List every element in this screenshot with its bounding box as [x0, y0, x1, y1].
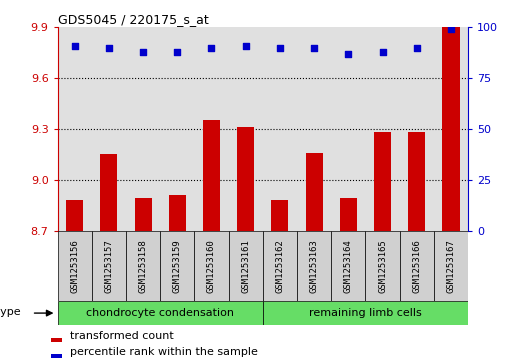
- Point: [242, 42, 250, 48]
- Text: GSM1253162: GSM1253162: [276, 239, 285, 293]
- Point: [413, 45, 421, 50]
- Text: GSM1253164: GSM1253164: [344, 239, 353, 293]
- Bar: [263, 301, 468, 325]
- Text: cell type: cell type: [0, 307, 20, 317]
- Bar: [66, 200, 83, 231]
- Bar: [400, 231, 434, 301]
- Text: GSM1253166: GSM1253166: [412, 239, 421, 293]
- Bar: [134, 198, 152, 231]
- Bar: [340, 198, 357, 231]
- Bar: [51, 354, 62, 358]
- Bar: [263, 231, 297, 301]
- Bar: [297, 231, 331, 301]
- Text: GSM1253158: GSM1253158: [139, 239, 147, 293]
- Point: [447, 26, 455, 32]
- Point: [207, 45, 215, 50]
- Bar: [160, 231, 195, 301]
- Text: transformed count: transformed count: [70, 331, 174, 341]
- Text: GDS5045 / 220175_s_at: GDS5045 / 220175_s_at: [58, 13, 208, 26]
- Point: [310, 45, 319, 50]
- Bar: [408, 132, 425, 231]
- Text: GSM1253160: GSM1253160: [207, 239, 216, 293]
- Bar: [229, 231, 263, 301]
- Text: GSM1253167: GSM1253167: [447, 239, 456, 293]
- Point: [71, 42, 79, 48]
- Bar: [58, 301, 263, 325]
- Point: [344, 51, 353, 57]
- Point: [173, 49, 181, 54]
- Bar: [195, 231, 229, 301]
- Bar: [169, 195, 186, 231]
- Text: GSM1253157: GSM1253157: [105, 239, 113, 293]
- Point: [276, 45, 284, 50]
- Bar: [58, 231, 92, 301]
- Text: GSM1253156: GSM1253156: [70, 239, 79, 293]
- Text: GSM1253161: GSM1253161: [241, 239, 250, 293]
- Text: GSM1253163: GSM1253163: [310, 239, 319, 293]
- Bar: [374, 132, 391, 231]
- Bar: [366, 231, 400, 301]
- Bar: [51, 338, 62, 342]
- Bar: [92, 231, 126, 301]
- Text: GSM1253165: GSM1253165: [378, 239, 387, 293]
- Text: percentile rank within the sample: percentile rank within the sample: [70, 347, 258, 357]
- Bar: [331, 231, 366, 301]
- Bar: [271, 200, 289, 231]
- Bar: [442, 27, 460, 231]
- Bar: [434, 231, 468, 301]
- Bar: [237, 127, 254, 231]
- Point: [378, 49, 386, 54]
- Bar: [203, 121, 220, 231]
- Bar: [126, 231, 160, 301]
- Bar: [100, 154, 117, 231]
- Text: chondrocyte condensation: chondrocyte condensation: [86, 308, 234, 318]
- Bar: [305, 152, 323, 231]
- Point: [105, 45, 113, 50]
- Text: remaining limb cells: remaining limb cells: [309, 308, 422, 318]
- Point: [139, 49, 147, 54]
- Text: GSM1253159: GSM1253159: [173, 239, 182, 293]
